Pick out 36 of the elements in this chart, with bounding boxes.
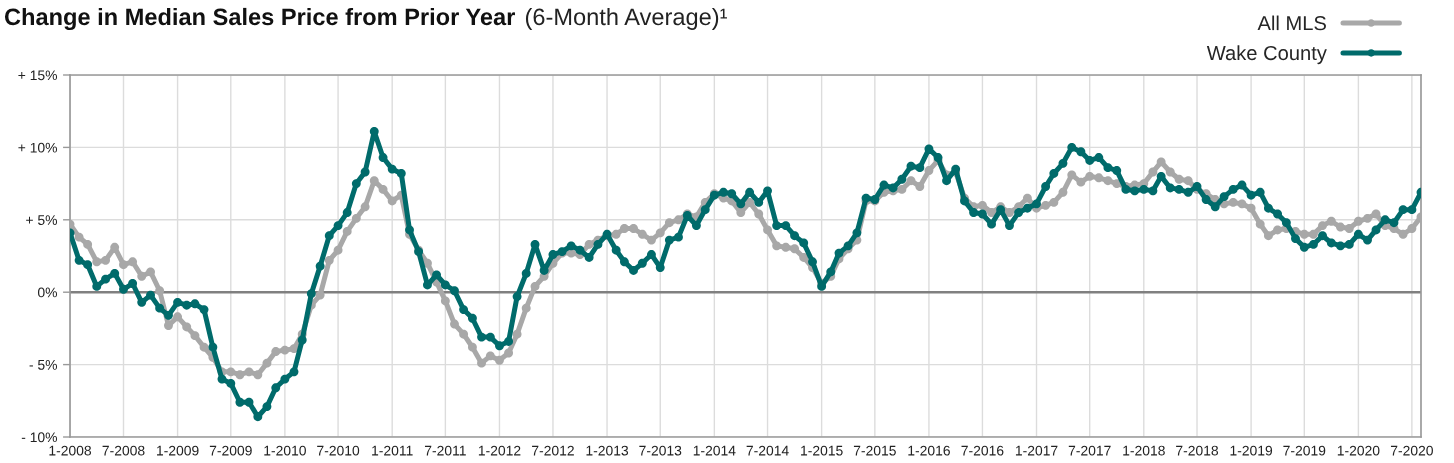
x-tick-label: 1-2010 xyxy=(264,445,306,456)
x-tick-label: 1-2015 xyxy=(801,445,843,456)
x-tick-label: 1-2013 xyxy=(586,445,629,456)
x-tick-label: 1-2018 xyxy=(1123,445,1165,456)
x-tick-label: 1-2016 xyxy=(908,445,950,456)
y-tick-label: + 5% xyxy=(26,215,58,225)
y-tick-label: + 15% xyxy=(18,70,58,81)
chart-title: Change in Median Sales Price from Prior Year xyxy=(4,7,515,30)
x-tick-label: 1-2019 xyxy=(1230,445,1273,456)
x-tick-label: 7-2020 xyxy=(1390,445,1433,456)
x-tick-label: 7-2011 xyxy=(424,445,466,456)
y-tick-label: 0% xyxy=(37,287,58,298)
x-tick-label: 1-2008 xyxy=(49,445,92,456)
x-tick-label: 1-2020 xyxy=(1337,445,1380,456)
x-tick-label: 7-2015 xyxy=(853,445,896,456)
x-tick-label: 7-2017 xyxy=(1068,445,1111,456)
chart-subtitle: (6-Month Average)¹ xyxy=(525,7,727,30)
x-tick-label: 1-2011 xyxy=(372,445,413,456)
x-tick-label: 7-2008 xyxy=(102,445,145,456)
x-tick-label: 7-2014 xyxy=(746,445,789,456)
x-tick-label: 1-2017 xyxy=(1015,445,1058,456)
x-tick-label: 7-2013 xyxy=(639,445,682,456)
legend-label: Wake County xyxy=(1206,45,1327,65)
x-tick-label: 7-2009 xyxy=(209,445,252,456)
x-tick-label: 1-2012 xyxy=(478,445,521,456)
y-tick-label: - 10% xyxy=(21,432,58,443)
x-tick-label: 7-2019 xyxy=(1283,445,1326,456)
legend-label: All MLS xyxy=(1257,15,1326,31)
x-tick-label: 7-2010 xyxy=(317,445,360,456)
x-tick-label: 7-2018 xyxy=(1176,445,1219,456)
x-tick-label: 1-2009 xyxy=(157,445,199,456)
x-tick-label: 7-2012 xyxy=(532,445,574,456)
y-tick-label: + 10% xyxy=(18,142,58,153)
x-tick-label: 1-2014 xyxy=(693,445,736,456)
x-tick-label: 7-2016 xyxy=(961,445,1004,456)
y-tick-label: - 5% xyxy=(29,359,58,370)
